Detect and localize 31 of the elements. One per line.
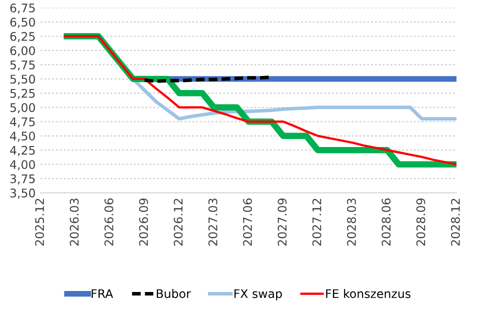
y-tick-label: 3,75 [10,174,35,184]
x-tick-label: 2026.03 [70,198,79,246]
x-tick-label: 2026.09 [139,198,148,246]
y-tick-label: 5,25 [10,88,35,100]
x-tick-label: 2026.06 [104,198,114,246]
x-tick-label: 2028.12 [450,198,460,246]
x-tick-label: 2027.06 [243,198,252,246]
y-tick-label: 3,50 [10,188,35,199]
y-tick-label: 6,50 [10,18,35,28]
legend-label: FE konszenzus [326,288,410,298]
y-tick-label: 6,75 [10,4,35,14]
y-tick-label: 4,50 [10,132,35,142]
x-tick-label: 2025.12 [35,198,44,246]
y-tick-label: 4,00 [10,160,35,170]
x-tick-label: 2027.09 [278,198,287,246]
x-tick-label: 2026.12 [174,198,183,246]
x-tick-label: 2027.03 [208,198,218,246]
legend-label: Bubor [156,288,191,298]
legend-label: FX swap [234,289,282,300]
y-tick-label: 6,00 [10,46,35,56]
y-tick-label: 4,75 [10,118,35,128]
y-tick-label: 5,00 [10,103,35,114]
x-tick-label: 2028.09 [416,198,426,246]
x-tick-label: 2028.03 [347,198,356,246]
y-tick-label: 5,75 [10,60,35,71]
y-tick-label: 5,50 [10,74,35,85]
x-tick-label: 2028.06 [382,198,391,246]
y-tick-label: 6,25 [10,32,35,42]
legend-label: FRA [92,289,114,298]
x-tick-label: 2027.12 [312,198,322,246]
y-tick-label: 4,25 [10,146,35,156]
